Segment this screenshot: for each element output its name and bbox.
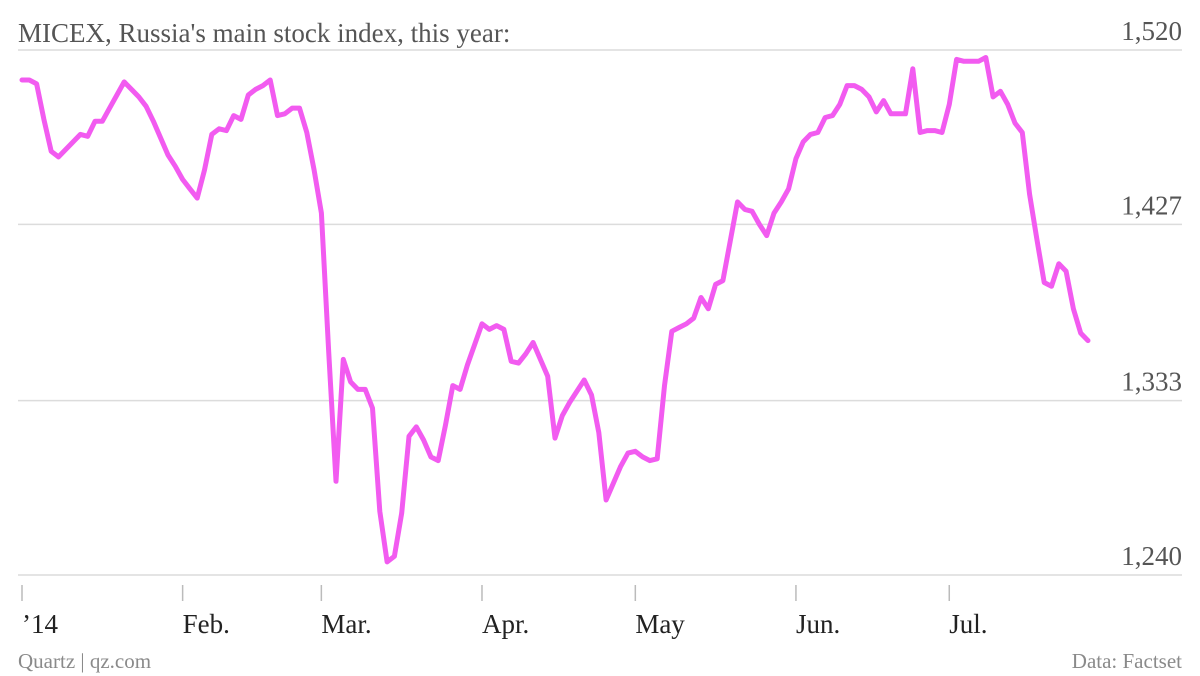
chart-title: MICEX, Russia's main stock index, this y… xyxy=(18,18,510,48)
x-tick-label: ’14 xyxy=(22,609,58,639)
y-tick-label: 1,520 xyxy=(1121,16,1182,46)
x-tick-label: Apr. xyxy=(482,609,529,639)
source-right: Data: Factset xyxy=(1072,649,1182,673)
y-tick-label: 1,333 xyxy=(1121,367,1182,397)
y-tick-label: 1,427 xyxy=(1121,190,1182,220)
source-left: Quartz | qz.com xyxy=(18,649,151,673)
x-tick-label: Feb. xyxy=(183,609,230,639)
x-tick-label: Mar. xyxy=(321,609,371,639)
y-tick-label: 1,240 xyxy=(1121,541,1182,571)
x-tick-label: May xyxy=(635,609,685,639)
series-line xyxy=(19,55,1091,565)
x-tick-label: Jun. xyxy=(796,609,840,639)
x-tick-label: Jul. xyxy=(949,609,987,639)
